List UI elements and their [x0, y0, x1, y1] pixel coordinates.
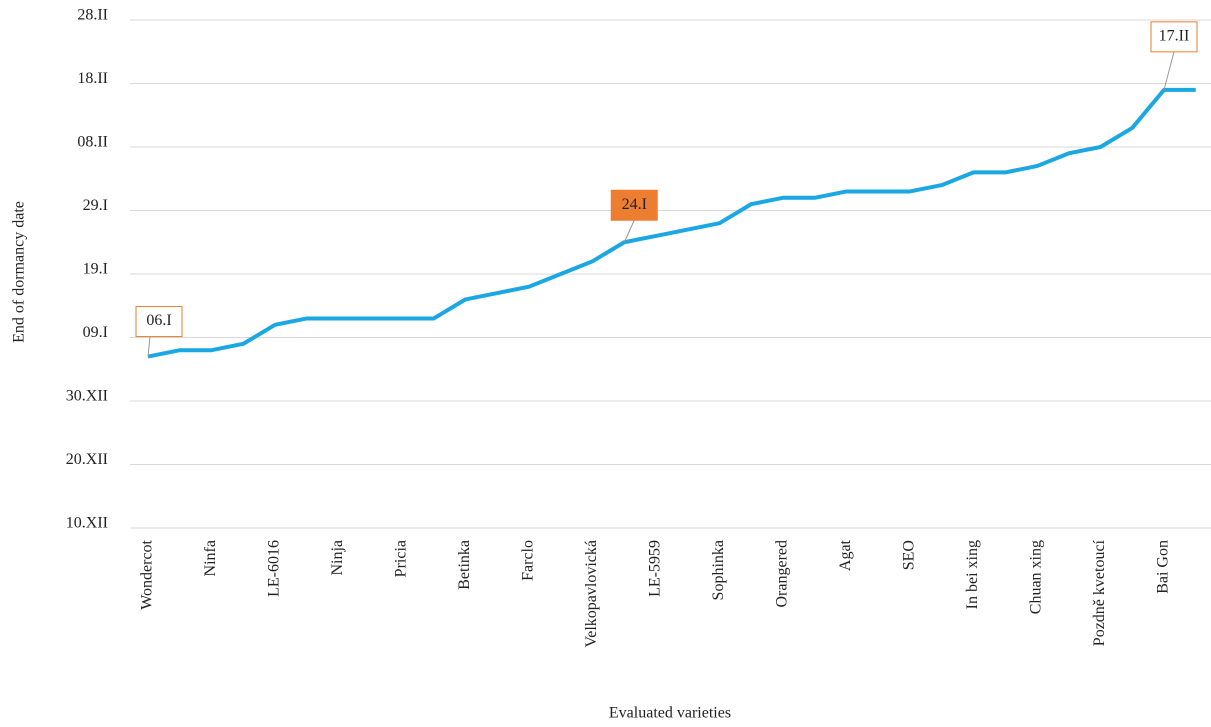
label-box	[610, 189, 658, 221]
data-label: 17.II	[1159, 28, 1190, 45]
callout-leader	[623, 220, 635, 243]
x-tick-label: Orangered	[774, 540, 791, 608]
y-tick-label: 19.I	[83, 261, 108, 278]
label-box	[135, 306, 183, 338]
x-tick-label: Bai Gon	[1155, 540, 1172, 594]
x-axis-label: Evaluated varieties	[609, 705, 731, 722]
y-axis-label: End of dormancy date	[11, 201, 28, 343]
x-tick-label: Ninja	[329, 540, 346, 576]
x-tick-label: Chuan xing	[1028, 540, 1045, 614]
label-box	[1150, 21, 1198, 53]
x-tick-label: Farclo	[520, 540, 537, 581]
y-tick-label: 18.II	[77, 70, 108, 87]
x-tick-label: Velkopavlovická	[583, 540, 600, 648]
y-tick-label: 08.II	[77, 134, 108, 151]
callout-leader	[1163, 51, 1175, 90]
x-tick-label: LE-5959	[647, 540, 664, 597]
y-tick-label: 20.XII	[66, 451, 108, 468]
y-tick-label: 09.I	[83, 324, 108, 341]
x-tick-label: Sophinka	[710, 540, 727, 600]
x-tick-label: LE-6016	[266, 540, 283, 597]
x-tick-label: Pricia	[393, 540, 410, 577]
callout-leader	[147, 336, 151, 357]
x-tick-label: Wondercot	[139, 539, 156, 609]
x-tick-label: Pozdně kvetoucí	[1091, 539, 1108, 646]
x-tick-label: Ninfa	[202, 540, 219, 576]
x-tick-label: Agat	[837, 539, 854, 571]
y-tick-label: 29.I	[83, 197, 108, 214]
x-tick-label: SEO	[901, 540, 918, 570]
data-line	[147, 87, 1196, 359]
y-tick-label: 10.XII	[66, 515, 108, 532]
y-tick-label: 30.XII	[66, 388, 108, 405]
data-label: 24.I	[622, 196, 647, 213]
data-label: 06.I	[146, 312, 171, 329]
x-tick-label: Betinka	[456, 540, 473, 590]
y-tick-label: 28.II	[77, 7, 108, 24]
x-tick-label: In bei xing	[964, 540, 981, 609]
